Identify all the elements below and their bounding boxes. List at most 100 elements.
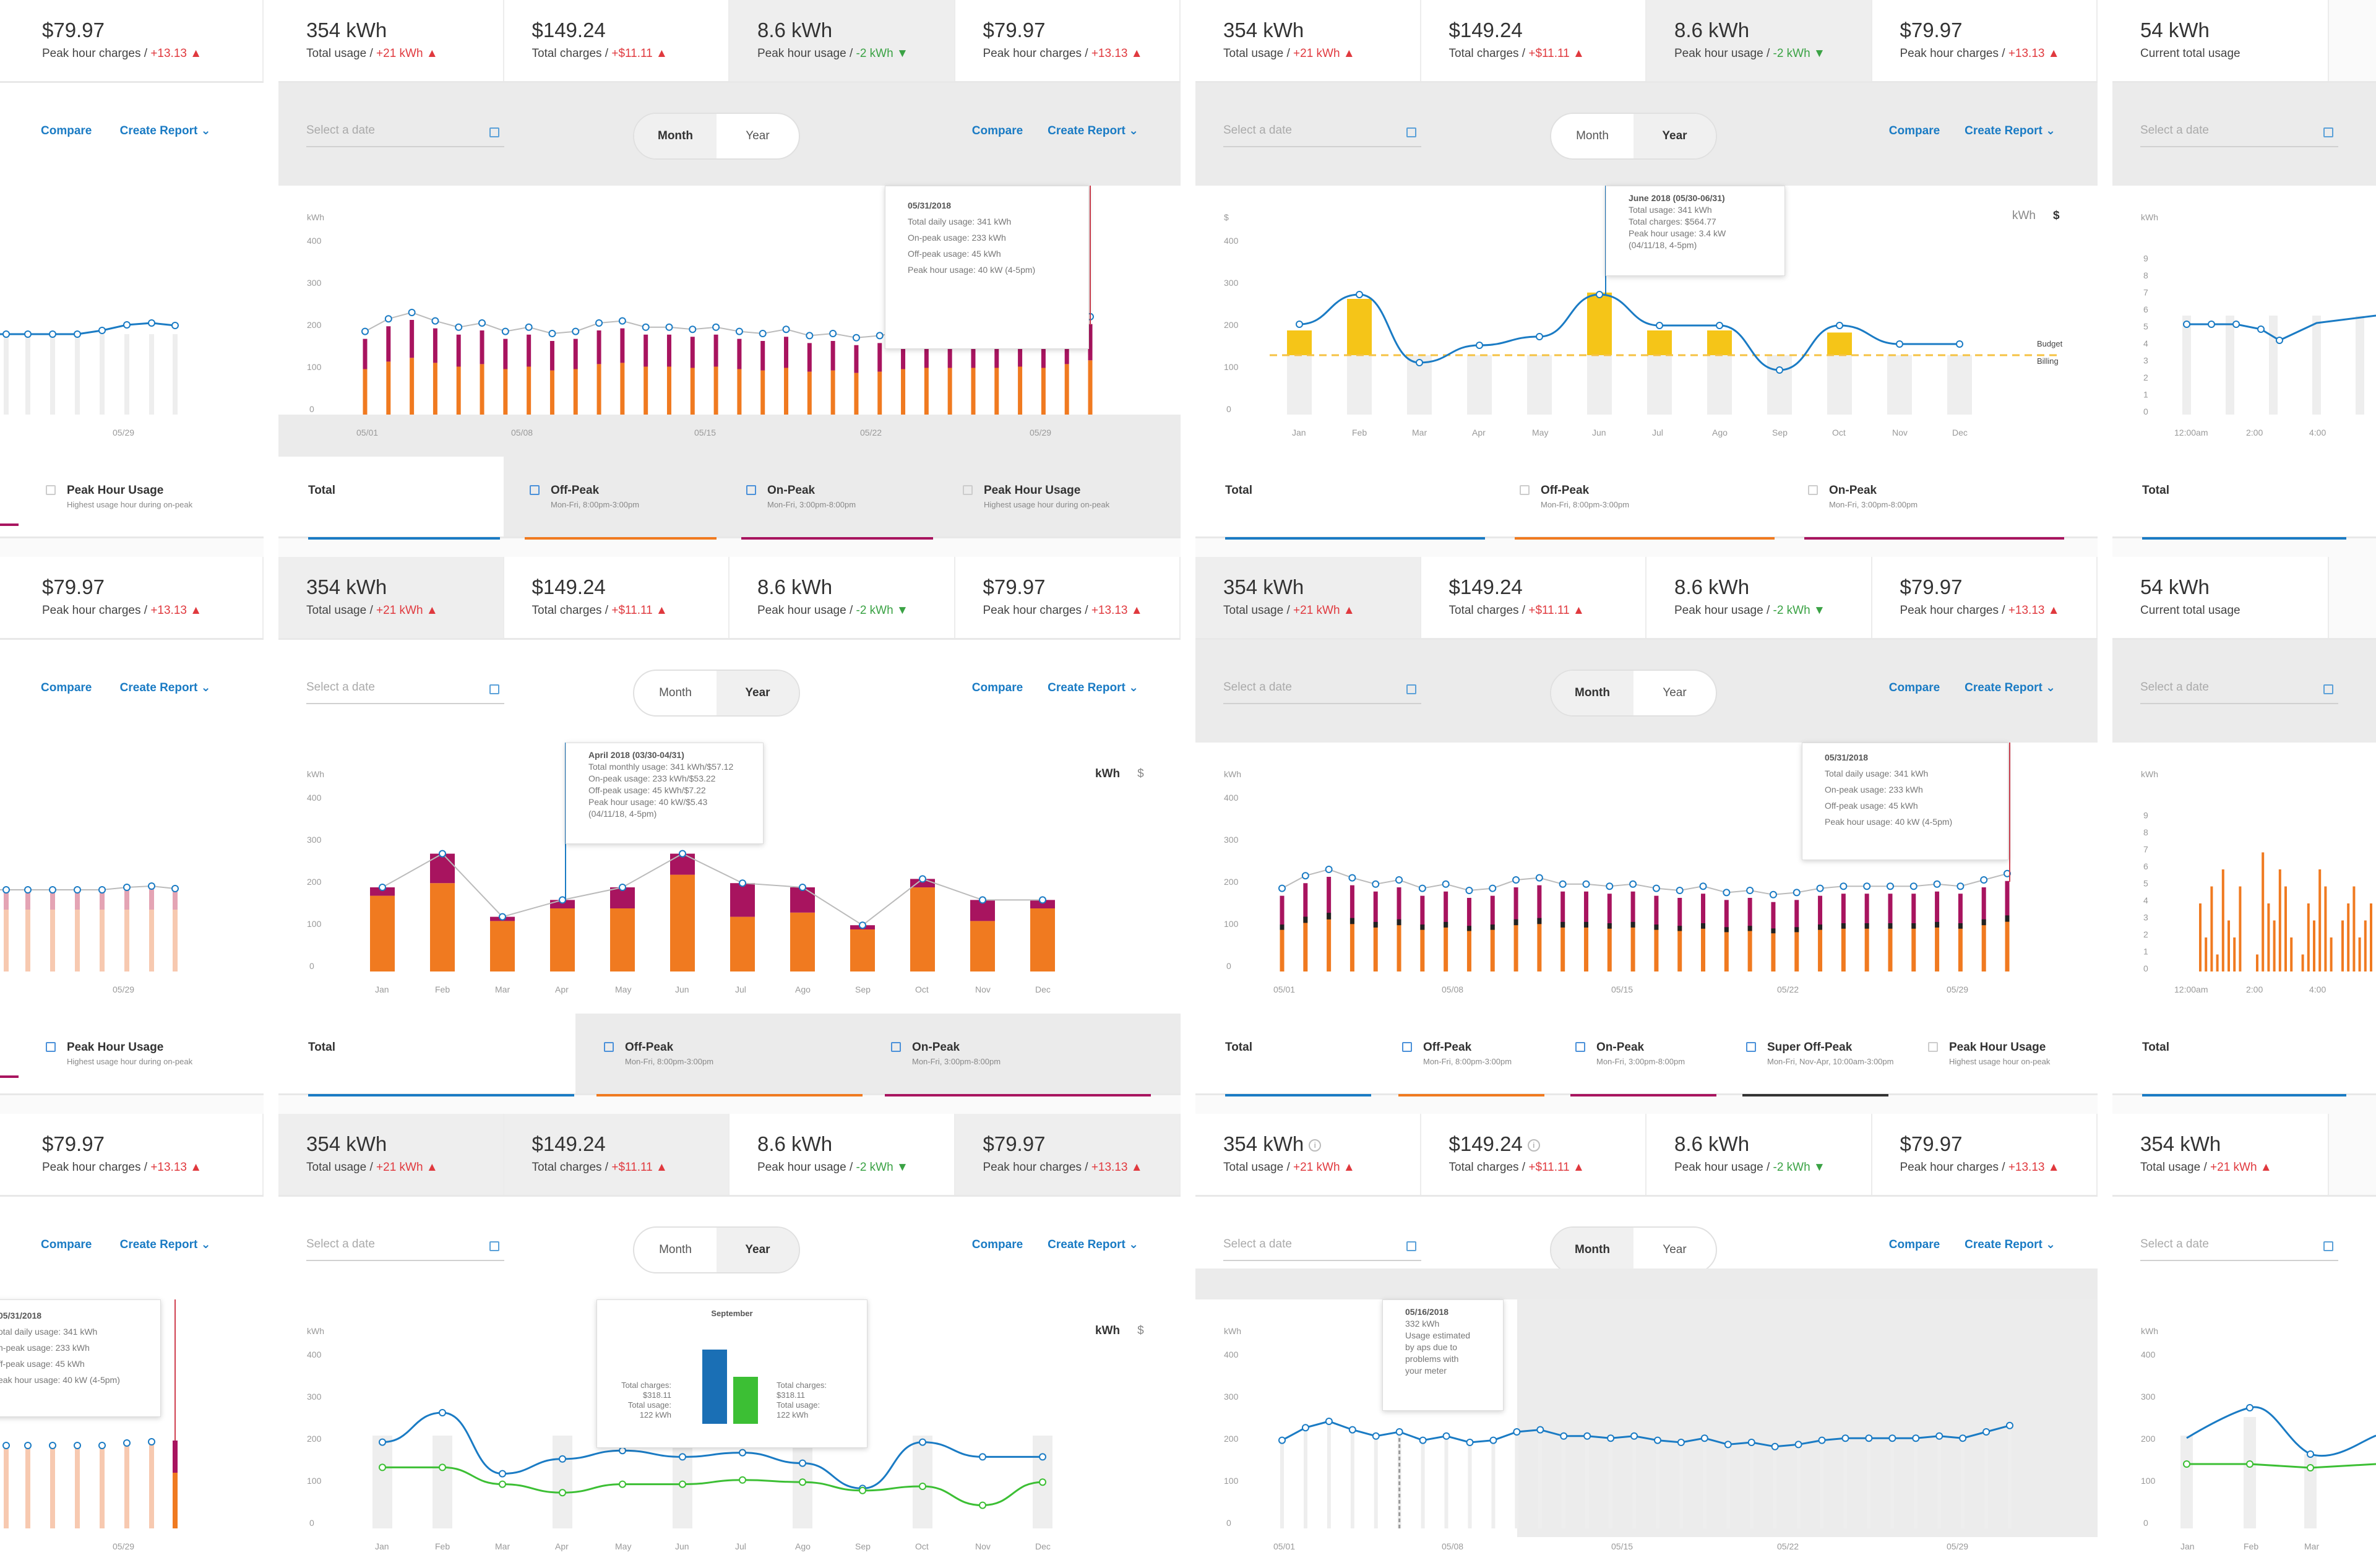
compare-link[interactable]: Compare — [41, 124, 92, 137]
info-icon[interactable]: i — [1527, 1139, 1540, 1152]
legend-total[interactable]: Total — [308, 484, 335, 497]
legend-offpeak[interactable]: Off-Peak Mon-Fri, 8:00pm-3:00pm — [604, 1041, 713, 1066]
date-picker-input[interactable]: Select a date — [306, 124, 504, 147]
info-icon[interactable]: i — [1309, 1139, 1322, 1152]
calendar-icon[interactable] — [489, 127, 499, 137]
legend-peak-hour[interactable]: Peak Hour Usage Highest usage hour during… — [46, 1041, 192, 1066]
create-report-dropdown[interactable]: Create Report ⌄ — [1048, 681, 1138, 694]
stat-total-charges[interactable]: $149.24 Total charges / +$11.11 ▲ — [1421, 557, 1646, 638]
legend-offpeak[interactable]: Off-Peak Mon-Fri, 8:00pm-3:00pm — [530, 484, 639, 509]
period-toggle[interactable]: Month Year — [1550, 1226, 1717, 1273]
legend-onpeak[interactable]: On-Peak Mon-Fri, 3:00pm-8:00pm — [1808, 484, 1918, 509]
toggle-year[interactable]: Year — [746, 129, 770, 142]
toggle-month[interactable]: Month — [1551, 1228, 1634, 1272]
legend-offpeak[interactable]: Off-Peak Mon-Fri, 8:00pm-3:00pm — [1520, 484, 1629, 509]
legend-total[interactable]: Total — [2142, 484, 2169, 497]
legend-peak-hour[interactable]: Peak Hour Usage Highest usage hour on-pea… — [1928, 1041, 2060, 1066]
stat-total-usage[interactable]: 354 kWh Total usage / +21 kWh ▲ — [1195, 0, 1421, 81]
calendar-icon[interactable] — [1406, 127, 1416, 137]
stat-total-charges[interactable]: $149.24 i Total charges / +$11.11 ▲ — [1421, 1114, 1646, 1195]
toggle-month[interactable]: Month — [659, 1243, 692, 1256]
legend-peak-hour[interactable]: Peak Hour Usage Highest usage hour during… — [963, 484, 1109, 509]
checkbox[interactable] — [1746, 1042, 1756, 1052]
toggle-year[interactable]: Year — [1663, 686, 1687, 699]
legend-total[interactable]: Total — [2142, 1041, 2169, 1054]
stat-peak-hour-charges[interactable]: $79.97 Peak hour charges / +13.13 ▲ — [955, 0, 1181, 81]
stat-total-usage[interactable]: 354 kWh Total usage / +21 kWh ▲ — [278, 0, 504, 81]
stat-total-charges[interactable]: $149.24 Total charges / +$11.11 ▲ — [504, 1114, 730, 1195]
stat-peak-hour-usage[interactable]: 8.6 kWh Peak hour usage / -2 kWh ▼ — [1646, 557, 1872, 638]
stat-peak-hour-charges[interactable]: $79.97 Peak hour charges / +13.13 ▲ — [1872, 0, 2098, 81]
compare-link[interactable]: Compare — [41, 681, 92, 694]
legend-onpeak[interactable]: On-Peak Mon-Fri, 3:00pm-8:00pm — [746, 484, 856, 509]
legend-onpeak[interactable]: On-Peak Mon-Fri, 3:00pm-8:00pm — [891, 1041, 1001, 1066]
stat-total-usage[interactable]: 354 kWh Total usage / +21 kWh ▲ — [2112, 1114, 2329, 1195]
create-report-dropdown[interactable]: Create Report ⌄ — [119, 124, 211, 137]
checkbox[interactable] — [746, 485, 756, 495]
create-report-dropdown[interactable]: Create Report ⌄ — [119, 681, 211, 694]
stat-total-usage[interactable]: 354 kWh Total usage / +21 kWh ▲ — [278, 557, 504, 638]
stat-peak-hour-charges[interactable]: $79.97 Peak hour charges / +13.13 ▲ — [0, 1114, 264, 1195]
legend-total[interactable]: Total — [1225, 1041, 1252, 1054]
date-picker-input[interactable]: Select a date — [306, 1238, 504, 1261]
create-report-dropdown[interactable]: Create Report ⌄ — [1048, 124, 1138, 137]
toggle-month[interactable]: Month — [1576, 129, 1609, 142]
create-report-dropdown[interactable]: Create Report ⌄ — [1965, 1238, 2055, 1251]
stat-total-usage[interactable]: 354 kWh Total usage / +21 kWh ▲ — [278, 1114, 504, 1195]
checkbox[interactable] — [46, 1042, 56, 1052]
period-toggle[interactable]: Month Year — [633, 113, 800, 160]
period-toggle[interactable]: Month Year — [633, 1226, 800, 1273]
compare-link[interactable]: Compare — [971, 124, 1023, 137]
legend-total[interactable]: Total — [308, 1041, 335, 1054]
compare-link[interactable]: Compare — [41, 1238, 92, 1251]
unit-dollar[interactable]: $ — [1137, 767, 1144, 780]
toggle-year[interactable]: Year — [1663, 1243, 1687, 1256]
checkbox[interactable] — [1928, 1042, 1938, 1052]
legend-offpeak[interactable]: Off-Peak Mon-Fri, 8:00pm-3:00pm — [1402, 1041, 1512, 1066]
checkbox[interactable] — [46, 485, 56, 495]
compare-link[interactable]: Compare — [1888, 124, 1940, 137]
stat-peak-hour-usage[interactable]: 8.6 kWh Peak hour usage / -2 kWh ▼ — [730, 0, 955, 81]
stat-peak-hour-charges[interactable]: $79.97 Peak hour charges / +13.13 ▲ — [1872, 1114, 2098, 1195]
legend-super-offpeak[interactable]: Super Off-Peak Mon-Fri, Nov-Apr, 10:00am-… — [1746, 1041, 1897, 1066]
calendar-icon[interactable] — [2323, 684, 2333, 694]
calendar-icon[interactable] — [2323, 127, 2333, 137]
compare-link[interactable]: Compare — [1888, 681, 1940, 694]
checkbox[interactable] — [1808, 485, 1818, 495]
legend-onpeak[interactable]: On-Peak Mon-Fri, 3:00pm-8:00pm — [1575, 1041, 1685, 1066]
checkbox[interactable] — [1575, 1042, 1585, 1052]
date-picker-input[interactable]: Select a date — [2140, 1238, 2338, 1261]
calendar-icon[interactable] — [489, 684, 499, 694]
checkbox[interactable] — [963, 485, 973, 495]
checkbox[interactable] — [530, 485, 540, 495]
checkbox[interactable] — [1402, 1042, 1412, 1052]
stat-total-charges[interactable]: $149.24 Total charges / +$11.11 ▲ — [504, 0, 730, 81]
compare-link[interactable]: Compare — [971, 1238, 1023, 1251]
date-picker-input[interactable]: Select a date — [1223, 124, 1421, 147]
legend-total[interactable]: Total — [1225, 484, 1252, 497]
checkbox[interactable] — [891, 1042, 901, 1052]
calendar-icon[interactable] — [489, 1241, 499, 1251]
stat-peak-hour-usage[interactable]: 8.6 kWh Peak hour usage / -2 kWh ▼ — [1646, 0, 1872, 81]
unit-switch[interactable]: kWh $ — [1095, 767, 1144, 781]
unit-kwh[interactable]: kWh — [1095, 767, 1121, 780]
toggle-month[interactable]: Month — [1551, 671, 1634, 715]
date-picker-input[interactable]: Select a date — [1223, 1238, 1421, 1261]
unit-switch[interactable]: kWh $ — [2012, 209, 2077, 223]
stat-peak-hour-charges[interactable]: $79.97 Peak hour charges / +13.13 ▲ — [0, 0, 264, 81]
period-toggle[interactable]: Month Year — [1550, 113, 1717, 160]
stat-total-charges[interactable]: $149.24 Total charges / +$11.11 ▲ — [504, 557, 730, 638]
period-toggle[interactable]: Month Year — [1550, 670, 1717, 717]
create-report-dropdown[interactable]: Create Report ⌄ — [1048, 1238, 1138, 1251]
stat-peak-hour-usage[interactable]: 8.6 kWh Peak hour usage / -2 kWh ▼ — [1646, 1114, 1872, 1195]
stat-peak-hour-usage[interactable]: 8.6 kWh Peak hour usage / -2 kWh ▼ — [730, 557, 955, 638]
create-report-dropdown[interactable]: Create Report ⌄ — [119, 1238, 211, 1251]
create-report-dropdown[interactable]: Create Report ⌄ — [1965, 681, 2055, 694]
unit-dollar[interactable]: $ — [1137, 1324, 1144, 1337]
stat-total-charges[interactable]: $149.24 Total charges / +$11.11 ▲ — [1421, 0, 1646, 81]
stat-total-usage[interactable]: 354 kWh i Total usage / +21 kWh ▲ — [1195, 1114, 1421, 1195]
toggle-month[interactable]: Month — [634, 114, 717, 158]
calendar-icon[interactable] — [2323, 1241, 2333, 1251]
toggle-month[interactable]: Month — [659, 686, 692, 699]
calendar-icon[interactable] — [1406, 1241, 1416, 1251]
